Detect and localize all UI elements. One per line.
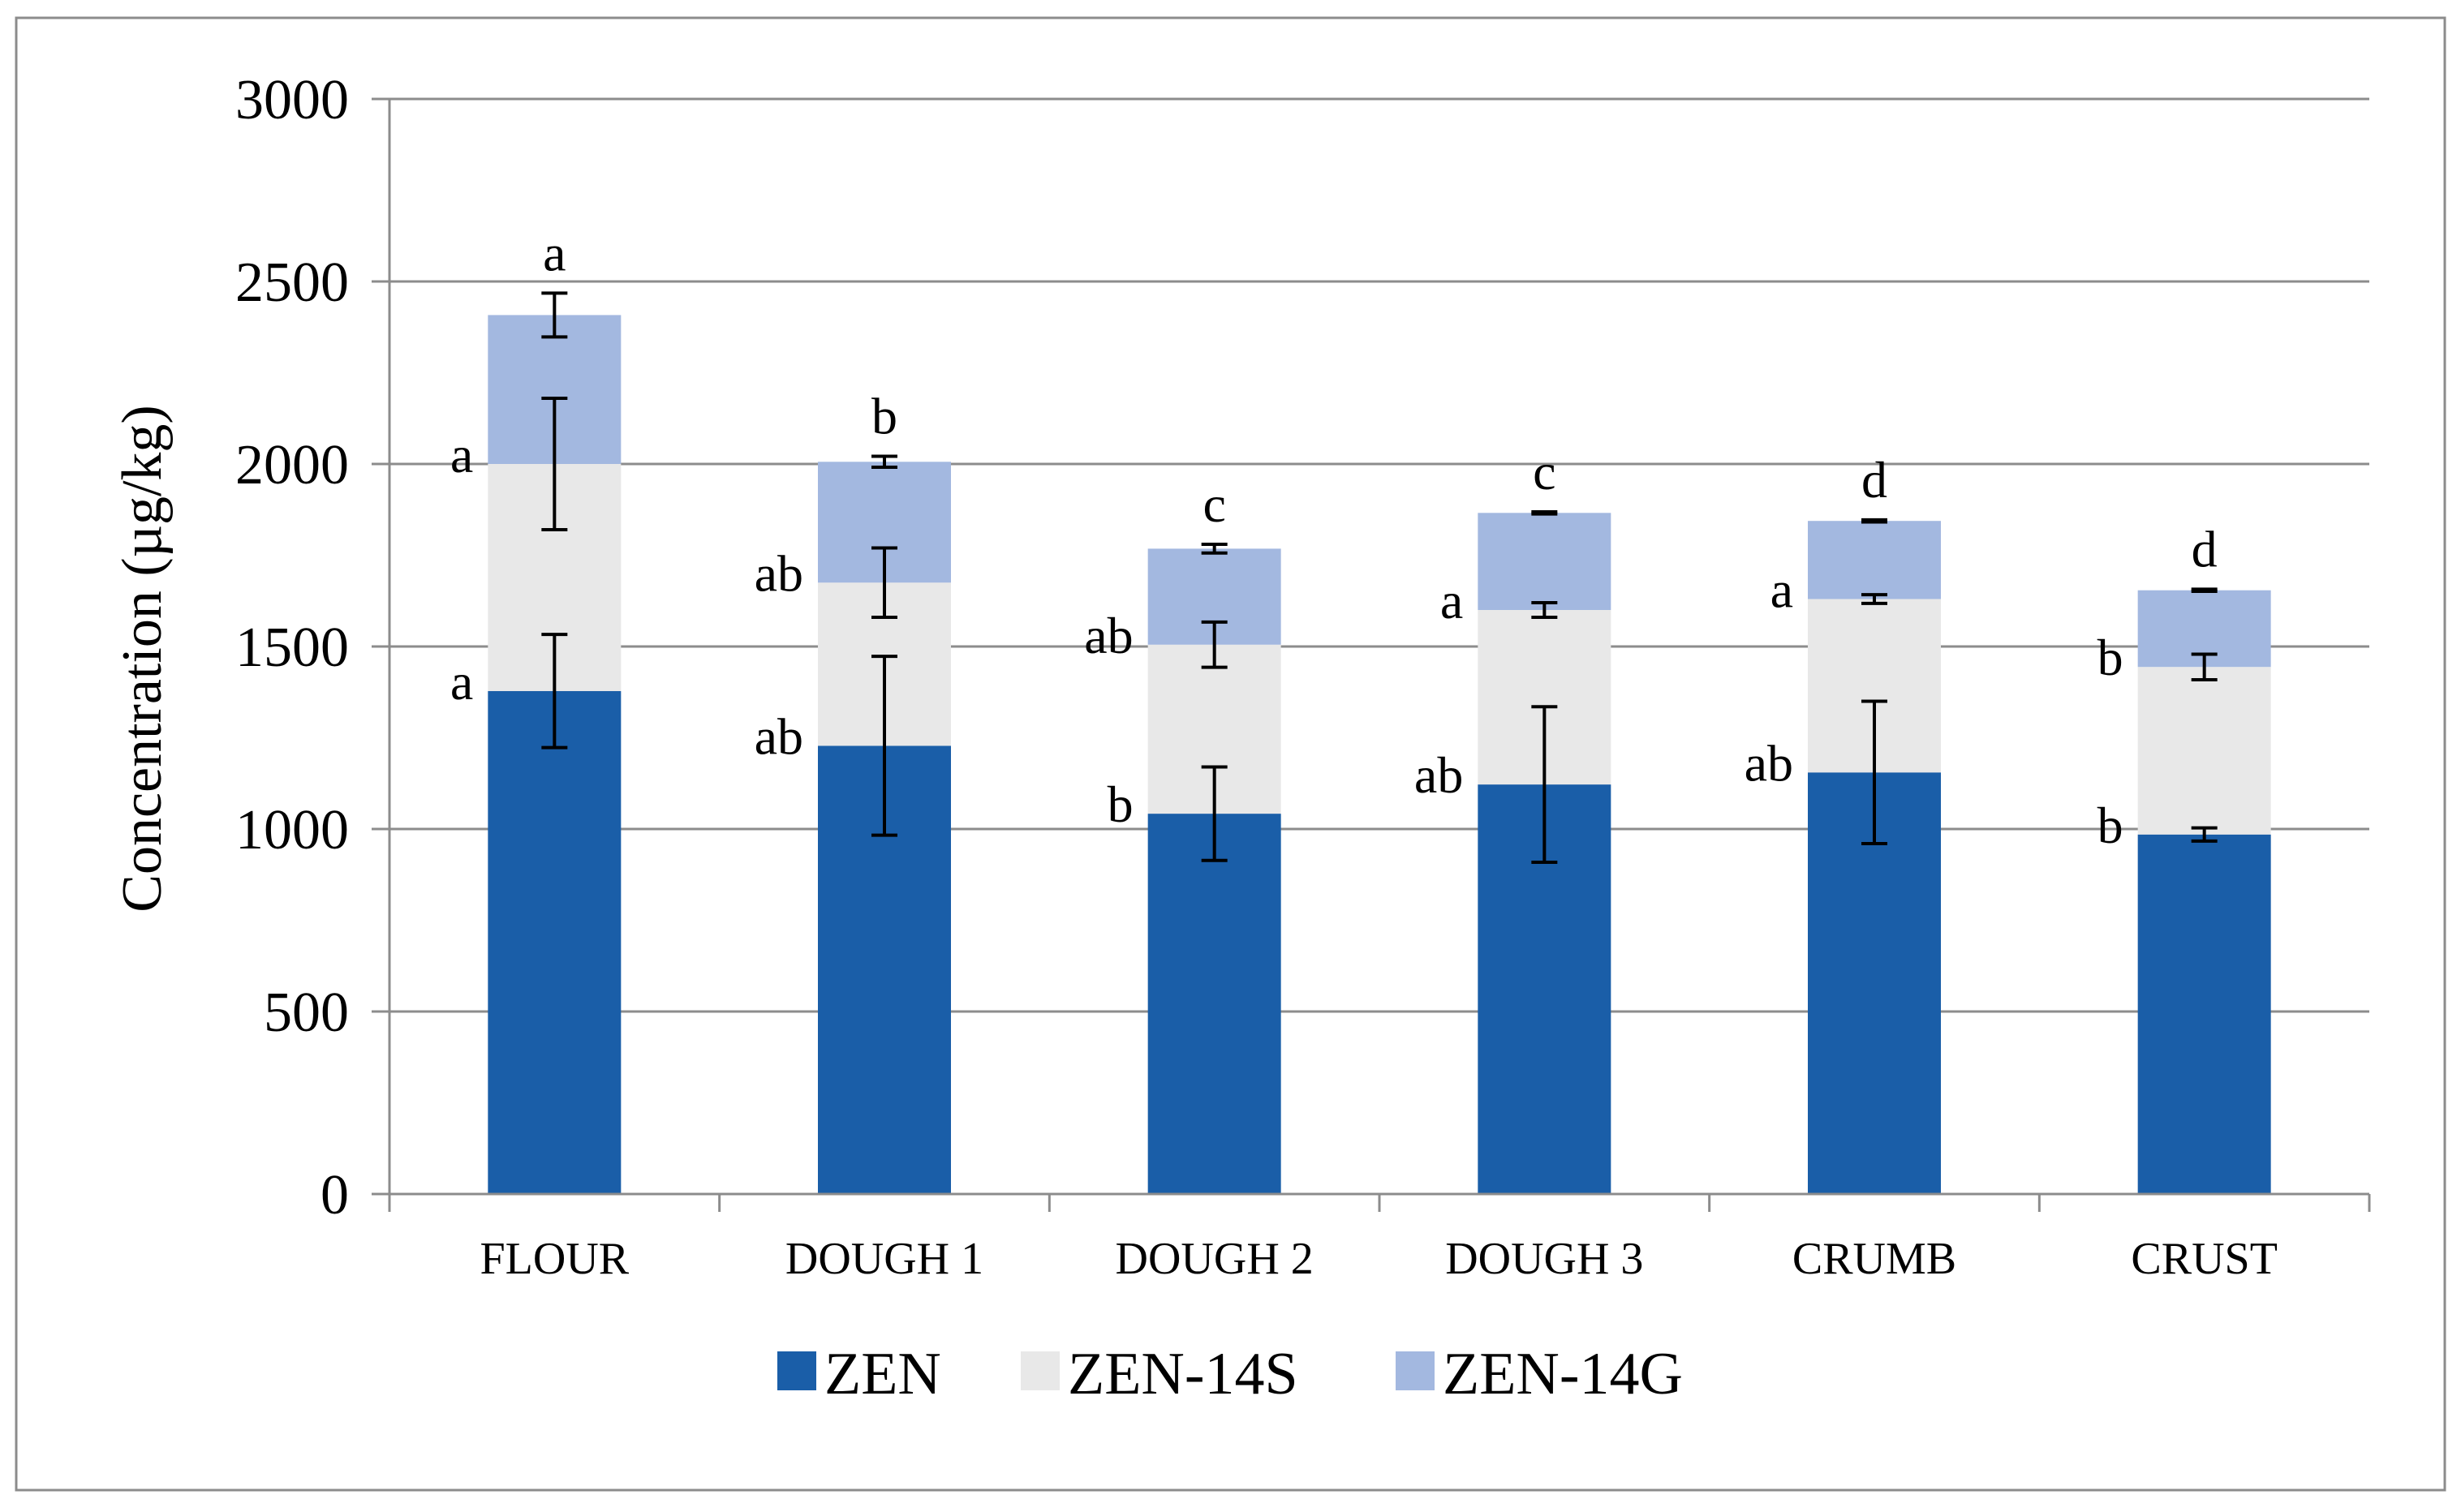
- error-bar: [871, 454, 897, 470]
- error-bar: [1861, 699, 1887, 845]
- significance-letter: b: [1108, 775, 1134, 833]
- legend-item: ZEN-14S: [1021, 1341, 1298, 1407]
- significance-letter: a: [1440, 572, 1463, 629]
- significance-letter: a: [1770, 561, 1793, 619]
- significance-letter: a: [450, 653, 473, 711]
- significance-letter: b: [2097, 797, 2123, 854]
- error-bar: [2191, 587, 2218, 594]
- x-tick-label: DOUGH 2: [1116, 1234, 1314, 1284]
- bar-segment: [488, 690, 622, 1194]
- error-bar: [541, 633, 568, 750]
- legend-item: ZEN-14G: [1396, 1341, 1683, 1407]
- error-bar: [1531, 601, 1558, 619]
- error-bar: [2191, 652, 2218, 681]
- gridlines: [389, 97, 2369, 1013]
- y-tick-label: 500: [264, 982, 349, 1044]
- error-bar: [541, 291, 568, 339]
- error-bar: [1861, 593, 1887, 605]
- bar-segment: [1808, 521, 1941, 599]
- legend: ZEN ZEN-14S ZEN-14G: [777, 1341, 1683, 1407]
- legend-swatch: [1021, 1351, 1060, 1390]
- significance-letter: ab: [755, 707, 803, 765]
- y-tick-label: 2000: [235, 434, 349, 496]
- bar-segment: [1147, 814, 1281, 1194]
- error-bar: [2191, 826, 2218, 843]
- significance-letter: a: [450, 426, 473, 483]
- legend-swatch: [1396, 1351, 1435, 1390]
- error-bar: [1531, 509, 1558, 516]
- x-tick-label: CRUMB: [1792, 1234, 1956, 1284]
- significance-letter: c: [1533, 443, 1555, 500]
- bar-segment: [2137, 667, 2271, 835]
- x-tick-label: DOUGH 3: [1445, 1234, 1643, 1284]
- bars: [488, 315, 2271, 1194]
- y-axis-title: Concentration (µg/kg): [111, 405, 174, 912]
- significance-letter: b: [871, 388, 897, 445]
- x-tick-label: CRUST: [2131, 1234, 2278, 1284]
- error-bar: [1201, 620, 1228, 669]
- significance-letter: ab: [1414, 746, 1463, 804]
- error-bars: [541, 291, 2218, 864]
- y-tick-label: 2500: [235, 251, 349, 314]
- significance-letter: b: [2097, 629, 2123, 686]
- y-tick-label: 1500: [235, 616, 349, 679]
- significance-letter: c: [1203, 475, 1225, 533]
- significance-letter: ab: [1084, 607, 1133, 664]
- y-tick-label: 0: [321, 1164, 349, 1226]
- legend-label: ZEN: [824, 1341, 941, 1407]
- x-tick-label: FLOUR: [480, 1234, 630, 1284]
- error-bar: [1861, 518, 1887, 524]
- significance-letter: a: [543, 224, 566, 281]
- axes: 0 500 1000 1500 2000 2500 3000 FLOUR DOUGH 1 DOUG…: [235, 69, 2371, 1284]
- significance-letters: a a a ab ab b b ab c ab a c ab a d b b d: [450, 224, 2218, 853]
- significance-letter: ab: [755, 544, 803, 602]
- legend-swatch: [777, 1351, 816, 1390]
- bar-segment: [2137, 834, 2271, 1194]
- error-bar: [541, 397, 568, 531]
- bar-segment: [1478, 513, 1611, 610]
- legend-label: ZEN-14G: [1443, 1341, 1683, 1407]
- error-bar: [1201, 543, 1228, 555]
- error-bar: [871, 655, 897, 837]
- legend-label: ZEN-14S: [1068, 1341, 1298, 1407]
- y-tick-label: 3000: [235, 69, 349, 131]
- x-tick-label: DOUGH 1: [785, 1234, 983, 1284]
- significance-letter: d: [1861, 451, 1887, 509]
- legend-item: ZEN: [777, 1341, 941, 1407]
- error-bar: [1201, 765, 1228, 862]
- significance-letter: d: [2192, 520, 2218, 578]
- error-bar: [1531, 705, 1558, 864]
- error-bar: [871, 546, 897, 619]
- significance-letter: ab: [1745, 734, 1793, 792]
- y-tick-label: 1000: [235, 799, 349, 861]
